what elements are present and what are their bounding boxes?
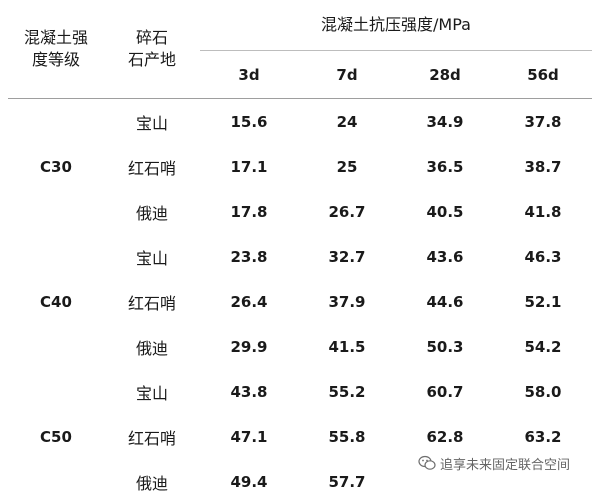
- value-cell: 44.6: [426, 292, 464, 311]
- source-cell: 俄迪: [135, 473, 168, 493]
- value-cell: 60.7: [426, 382, 464, 401]
- value-cell: 23.8: [230, 247, 268, 266]
- value-cell: 41.8: [524, 202, 562, 221]
- header-grade-line2: 度等级: [31, 50, 80, 69]
- table-row: 红石哨 47.1 55.8 62.8 63.2: [8, 414, 592, 459]
- source-cell: 宝山: [135, 113, 168, 133]
- value-cell: 43.6: [426, 247, 464, 266]
- value-cell: 55.8: [328, 427, 366, 446]
- value-cell: 26.4: [230, 292, 268, 311]
- value-cell: 29.9: [230, 337, 268, 356]
- value-cell: 38.7: [524, 157, 562, 176]
- value-cell: 54.2: [524, 337, 562, 356]
- header-grade: 混凝土强 度等级: [8, 0, 104, 99]
- source-cell: 俄迪: [135, 338, 168, 358]
- source-cell: 宝山: [135, 248, 168, 268]
- table-row: C30 宝山 15.6 24 34.9 37.8: [8, 99, 592, 176]
- value-cell: 57.7: [328, 472, 366, 491]
- header-age-7d: 7d: [298, 50, 396, 99]
- value-cell: 32.7: [328, 247, 366, 266]
- header-source: 碎石 石产地: [104, 0, 200, 99]
- value-cell: 37.8: [524, 112, 562, 131]
- header-source-line1: 碎石: [135, 28, 168, 47]
- table-row: C40 宝山 23.8 32.7 43.6 46.3: [8, 234, 592, 311]
- header-grade-line1: 混凝土强: [23, 28, 88, 47]
- table-row: 俄迪 29.9 41.5 50.3 54.2: [8, 324, 592, 369]
- value-cell: 58.0: [524, 382, 562, 401]
- value-cell: 24: [336, 112, 358, 131]
- value-cell: 26.7: [328, 202, 366, 221]
- value-cell: 17.8: [230, 202, 268, 221]
- source-cell: 红石哨: [127, 293, 176, 313]
- table-row: 俄迪 49.4 57.7: [8, 459, 592, 504]
- value-cell: 46.3: [524, 247, 562, 266]
- table-row: 红石哨 26.4 37.9 44.6 52.1: [8, 279, 592, 324]
- value-cell: 15.6: [230, 112, 268, 131]
- value-cell: 55.2: [328, 382, 366, 401]
- strength-table: 混凝土强 度等级 碎石 石产地 混凝土抗压强度/MPa 3d 7d 28d 56…: [8, 0, 592, 504]
- source-cell: 宝山: [135, 383, 168, 403]
- table-row: 红石哨 17.1 25 36.5 38.7: [8, 144, 592, 189]
- watermark: 追享未来固定联合空间: [418, 452, 570, 474]
- header-age-28d: 28d: [396, 50, 494, 99]
- grade-cell: C30: [40, 157, 72, 176]
- header-strength-group: 混凝土抗压强度/MPa: [200, 0, 592, 51]
- value-cell: 34.9: [426, 112, 464, 131]
- value-cell: 50.3: [426, 337, 464, 356]
- value-cell: 40.5: [426, 202, 464, 221]
- value-cell: 49.4: [230, 472, 268, 491]
- value-cell: 63.2: [524, 427, 562, 446]
- value-cell: 62.8: [426, 427, 464, 446]
- header-age-3d: 3d: [200, 50, 298, 99]
- value-cell: 17.1: [230, 157, 268, 176]
- value-cell: 43.8: [230, 382, 268, 401]
- source-cell: 红石哨: [127, 158, 176, 178]
- grade-cell: C50: [40, 427, 72, 446]
- table-row: 俄迪 17.8 26.7 40.5 41.8: [8, 189, 592, 234]
- value-cell: 41.5: [328, 337, 366, 356]
- source-cell: 俄迪: [135, 203, 168, 223]
- grade-cell: C40: [40, 292, 72, 311]
- value-cell: 37.9: [328, 292, 366, 311]
- header-age-56d: 56d: [494, 50, 592, 99]
- value-cell: 25: [336, 157, 358, 176]
- header-source-line2: 石产地: [127, 50, 176, 69]
- wechat-icon: [418, 455, 436, 470]
- source-cell: 红石哨: [127, 428, 176, 448]
- value-cell: 52.1: [524, 292, 562, 311]
- value-cell: 47.1: [230, 427, 268, 446]
- value-cell: 36.5: [426, 157, 464, 176]
- watermark-text: 追享未来固定联合空间: [440, 457, 571, 473]
- table-row: C50 宝山 43.8 55.2 60.7 58.0: [8, 369, 592, 446]
